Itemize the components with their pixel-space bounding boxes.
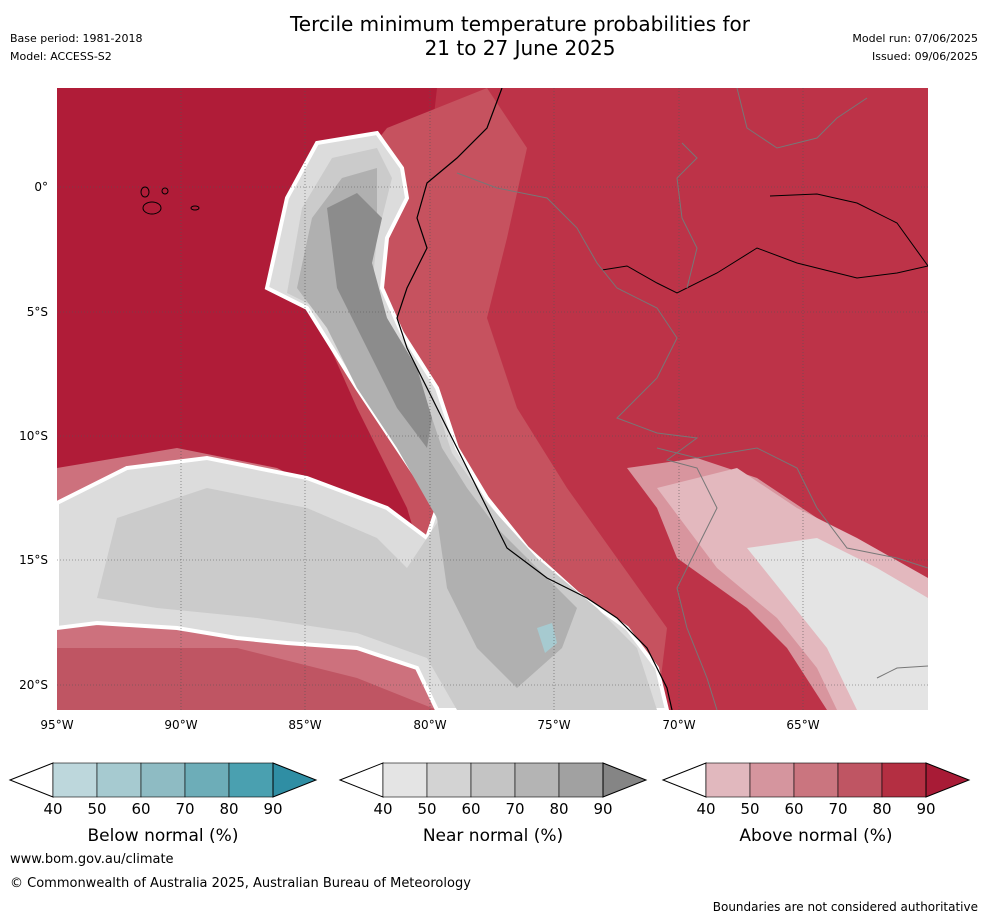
- below-tick-40: 40: [43, 800, 63, 818]
- lon-label-65w: 65°W: [786, 718, 820, 732]
- coastline: [396, 88, 673, 710]
- lon-label-85w: 85°W: [288, 718, 322, 732]
- colorbar-near-svg: [338, 762, 648, 798]
- map-title: Tercile minimum temperature probabilitie…: [0, 12, 988, 60]
- below-tick-80: 80: [219, 800, 239, 818]
- above-tick-40: 40: [696, 800, 716, 818]
- lon-label-70w: 70°W: [662, 718, 696, 732]
- lon-label-90w: 90°W: [164, 718, 198, 732]
- lat-label-10s: 10°S: [19, 429, 48, 443]
- lon-label-75w: 75°W: [537, 718, 571, 732]
- colorbar-near: [338, 762, 648, 798]
- issued-date: Issued: 09/06/2025: [871, 50, 978, 63]
- below-tick-70: 70: [175, 800, 195, 818]
- above-70-south-region: [57, 648, 437, 710]
- below-normal-title: Below normal (%): [87, 826, 239, 846]
- above-tick-90: 90: [916, 800, 936, 818]
- above-tick-80: 80: [872, 800, 892, 818]
- model-name: Model: ACCESS-S2: [10, 50, 112, 63]
- below-tick-60: 60: [131, 800, 151, 818]
- graticule: [57, 88, 928, 710]
- above-tick-50: 50: [740, 800, 760, 818]
- near-tick-50: 50: [417, 800, 437, 818]
- bom-url: www.bom.gov.au/climate: [10, 852, 174, 867]
- near-normal-title: Near normal (%): [422, 826, 564, 846]
- colorbar-below-svg: [8, 762, 318, 798]
- near-40-southeast-region: [747, 538, 928, 710]
- colorbar-above: [661, 762, 971, 798]
- above-tick-70: 70: [828, 800, 848, 818]
- near-tick-80: 80: [549, 800, 569, 818]
- lon-label-80w: 80°W: [413, 718, 447, 732]
- below-50-patch: [537, 623, 557, 653]
- boundary-disclaimer: Boundaries are not considered authoritat…: [712, 900, 978, 914]
- below-tick-50: 50: [87, 800, 107, 818]
- base-period: Base period: 1981-2018: [10, 32, 143, 45]
- lat-label-15s: 15°S: [19, 553, 48, 567]
- near-tick-70: 70: [505, 800, 525, 818]
- river: [601, 247, 928, 294]
- colorbar-above-svg: [661, 762, 971, 798]
- colorbar-below: [8, 762, 318, 798]
- above-normal-title: Above normal (%): [739, 826, 893, 846]
- near-tick-40: 40: [373, 800, 393, 818]
- galapagos-islands: [140, 186, 200, 215]
- title-line-1: Tercile minimum temperature probabilitie…: [289, 12, 751, 36]
- near-80-region: [327, 193, 432, 448]
- probability-map: [57, 88, 928, 710]
- lat-label-5s: 5°S: [26, 305, 48, 319]
- lat-label-0: 0°: [34, 180, 48, 194]
- above-tick-60: 60: [784, 800, 804, 818]
- model-run: Model run: 07/06/2025: [852, 32, 978, 45]
- near-tick-90: 90: [593, 800, 613, 818]
- map-svg: [57, 88, 928, 710]
- title-line-2: 21 to 27 June 2025: [424, 36, 616, 60]
- below-tick-90: 90: [263, 800, 283, 818]
- near-tick-60: 60: [461, 800, 481, 818]
- lat-label-20s: 20°S: [19, 678, 48, 692]
- country-borders: [456, 88, 928, 710]
- river-north: [769, 193, 928, 267]
- copyright-text: © Commonwealth of Australia 2025, Austra…: [10, 876, 471, 891]
- above-70-coastal-region: [307, 88, 667, 710]
- lon-label-95w: 95°W: [40, 718, 74, 732]
